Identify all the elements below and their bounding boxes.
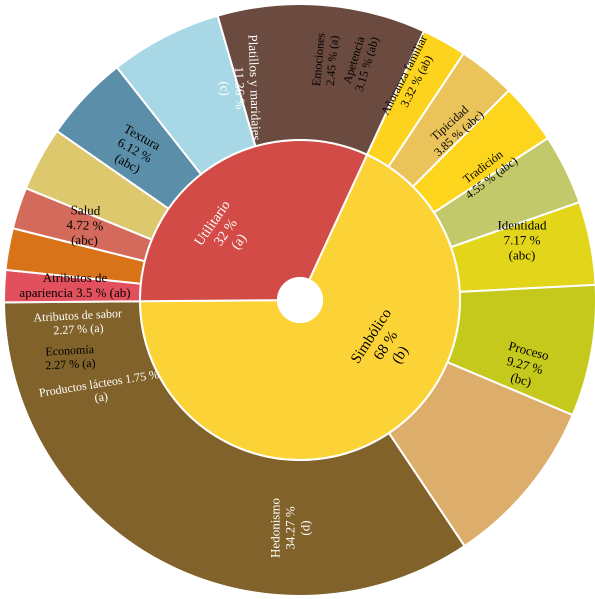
label-identidad: Identidad 7.17 % (abc) bbox=[497, 218, 547, 263]
center-hole bbox=[277, 277, 323, 323]
label-atributos-de-sabor: Atributos de sabor2.27 % (a) bbox=[33, 306, 123, 338]
label-hedonismo: Hedonismo34.27 %(d) bbox=[268, 498, 313, 558]
label-proceso: Proceso9.27 %(bc) bbox=[499, 338, 550, 392]
label-emociones: Emociones2.45 % (a) bbox=[309, 32, 341, 88]
label-salud: Salud4.72 %(abc) bbox=[66, 202, 105, 248]
label-economia: Economía2.27 % (a) bbox=[44, 342, 96, 372]
inner-ring bbox=[138, 139, 461, 461]
outer-ring bbox=[3, 2, 595, 597]
label-atributos-de-apariencia: Atributos de apariencia 3.5 % (ab) bbox=[19, 270, 130, 300]
label-platillos-y-maridajes: Platillos y maridajes11.36 %(c) bbox=[216, 34, 265, 142]
